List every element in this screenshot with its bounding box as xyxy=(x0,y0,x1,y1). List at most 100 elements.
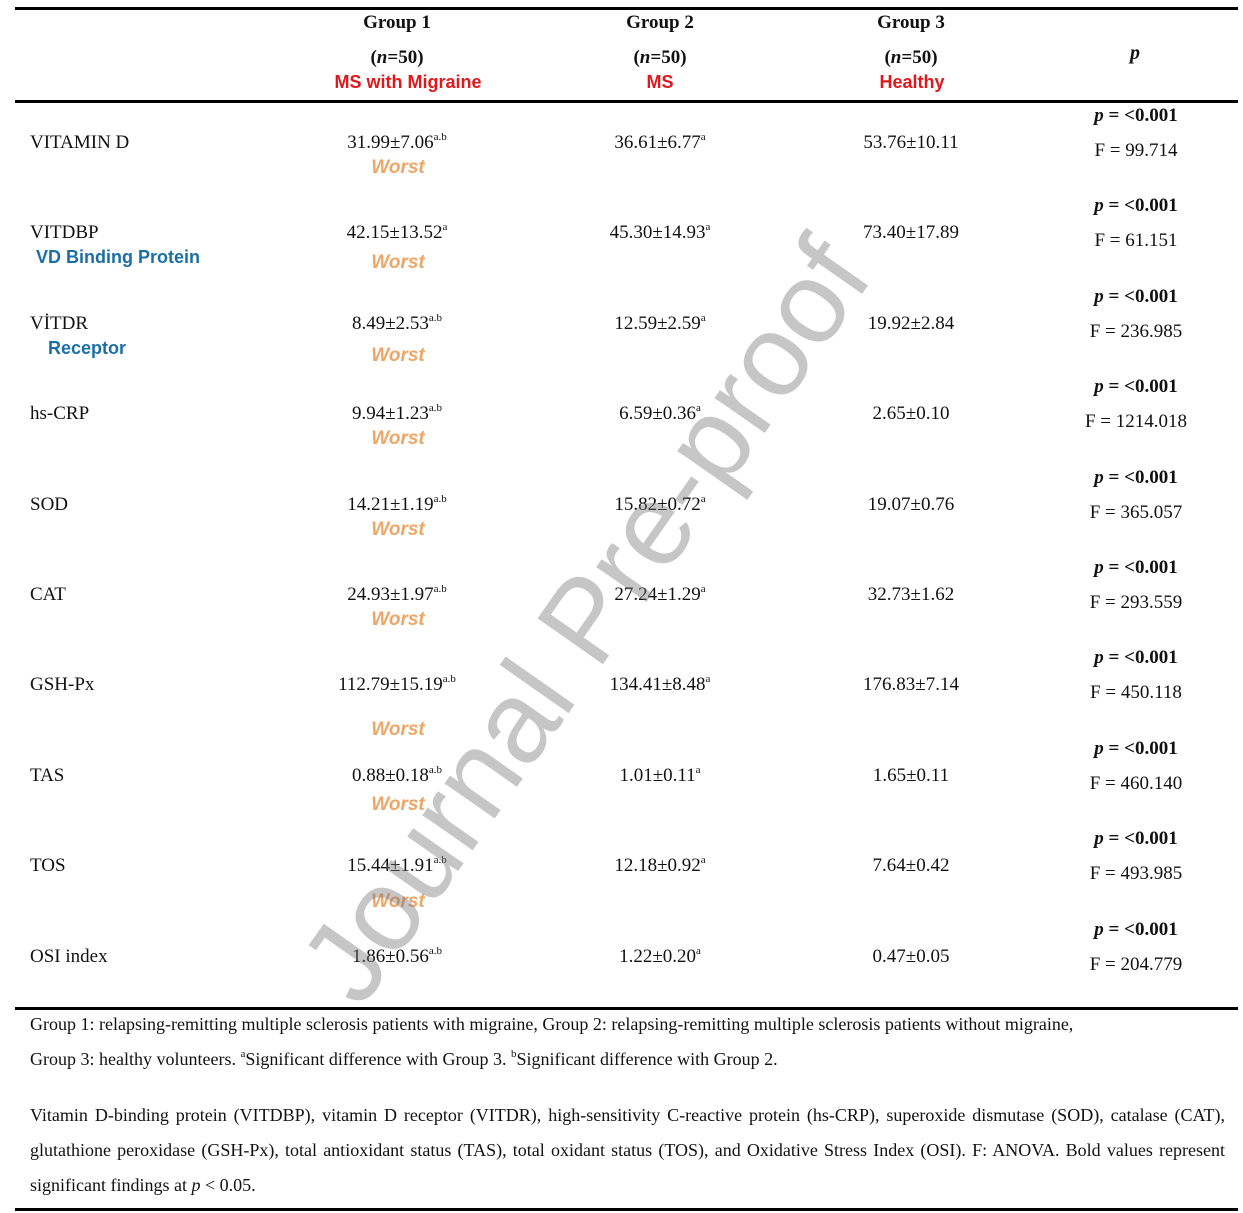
group-2-value: 134.41±8.48a xyxy=(540,674,780,696)
group-3-value: 0.47±0.05 xyxy=(872,945,950,967)
group-1-name: Group 1 xyxy=(363,12,431,33)
group-1-value: 42.15±13.52a xyxy=(277,222,517,244)
worst-label: Worst xyxy=(371,609,425,630)
group-3-desc: Healthy xyxy=(879,72,945,92)
value-text: 42.15±13.52 xyxy=(346,222,443,244)
p-value: p = <0.001 xyxy=(1094,195,1178,217)
p-value: p = <0.001 xyxy=(1094,105,1178,126)
p-value: p = <0.001 xyxy=(1094,828,1178,850)
f-value: F = 450.118 xyxy=(1090,682,1182,704)
group-1-value: 14.21±1.19a.b xyxy=(277,492,517,516)
value-text: 27.24±1.29 xyxy=(614,584,701,605)
row-label: GSH-Px xyxy=(30,674,95,696)
footnote-sig-group3: Significant difference with Group 3. xyxy=(245,1049,511,1069)
group-2-value: 1.22±0.20a xyxy=(540,944,780,968)
worst-label: Worst xyxy=(371,793,425,815)
footnote-bottom-rule xyxy=(15,1208,1238,1211)
value-superscript: a xyxy=(700,131,706,143)
group-2-value: 27.24±1.29a xyxy=(540,584,780,606)
group-2-n: (n=50) xyxy=(633,47,687,68)
group-1-value: 31.99±7.06a.b xyxy=(277,132,517,154)
value-text: 31.99±7.06 xyxy=(347,132,434,153)
footnote-sup-a: a xyxy=(240,1048,246,1060)
footnote-sig-group2: Significant difference with Group 2. xyxy=(516,1049,778,1069)
group-3-value: 19.92±2.84 xyxy=(867,312,955,334)
worst-label: Worst xyxy=(371,157,425,178)
value-text: 134.41±8.48 xyxy=(609,674,706,696)
p-value: p = <0.001 xyxy=(1094,918,1178,940)
group-1-value: 1.86±0.56a.b xyxy=(277,945,517,968)
value-text: 36.61±6.77 xyxy=(614,132,701,153)
group-3-name: Group 3 xyxy=(877,12,945,33)
value-superscript: a.b xyxy=(442,673,456,686)
group-3-value: 1.65±0.11 xyxy=(872,764,950,786)
value-superscript: a xyxy=(442,221,448,234)
p-value: p = <0.001 xyxy=(1094,647,1178,669)
value-superscript: a xyxy=(705,221,711,234)
value-text: 1.22±0.20 xyxy=(619,945,697,967)
p-column-header: p xyxy=(1130,42,1140,64)
value-superscript: a.b xyxy=(428,311,443,324)
value-text: 15.44±1.91 xyxy=(347,855,434,877)
group-3-value: 73.40±17.89 xyxy=(863,222,959,244)
p-value: p = <0.001 xyxy=(1094,737,1178,759)
worst-label: Worst xyxy=(371,518,425,540)
value-superscript: a xyxy=(696,402,701,415)
f-value: F = 293.559 xyxy=(1089,592,1183,613)
row-sublabel: Receptor xyxy=(48,337,127,358)
table-bottom-rule xyxy=(15,1007,1238,1010)
group-2-value: 15.82±0.72a xyxy=(540,492,780,516)
f-value: F = 365.057 xyxy=(1089,501,1183,523)
value-superscript: a.b xyxy=(433,131,447,143)
row-label: TAS xyxy=(30,764,65,786)
footnote-line-1: Group 1: relapsing-remitting multiple sc… xyxy=(30,1014,1074,1034)
value-superscript: a.b xyxy=(433,854,447,867)
p-value: p = <0.001 xyxy=(1094,466,1178,488)
value-superscript: a.b xyxy=(433,492,447,505)
value-text: 112.79±15.19 xyxy=(338,674,443,696)
row-label: VITAMIN D xyxy=(30,132,130,153)
value-superscript: a xyxy=(700,583,706,595)
group-2-value: 6.59±0.36a xyxy=(540,403,780,425)
value-text: 24.93±1.97 xyxy=(347,584,434,605)
value-text: 45.30±14.93 xyxy=(609,222,706,244)
f-value: F = 236.985 xyxy=(1089,320,1183,342)
group-2-value: 12.18±0.92a xyxy=(540,855,780,877)
f-value: F = 1214.018 xyxy=(1084,411,1188,433)
value-superscript: a xyxy=(700,854,706,867)
group-1-value: 112.79±15.19a.b xyxy=(277,674,517,696)
group-2-value: 36.61±6.77a xyxy=(540,132,780,154)
worst-label: Worst xyxy=(371,719,425,741)
group-3-value: 176.83±7.14 xyxy=(863,674,959,696)
value-superscript: a xyxy=(696,944,701,957)
worst-label: Worst xyxy=(371,891,425,913)
f-value: F = 204.779 xyxy=(1089,953,1183,975)
f-value: F = 61.151 xyxy=(1094,230,1178,252)
p-value: p = <0.001 xyxy=(1094,557,1178,578)
value-superscript: a xyxy=(695,763,701,776)
value-superscript: a xyxy=(700,311,706,324)
value-text: 9.94±1.23 xyxy=(351,403,429,425)
value-superscript: a.b xyxy=(428,763,443,776)
worst-label: Worst xyxy=(371,252,425,274)
row-label: hs-CRP xyxy=(30,403,90,425)
group-3-value: 2.65±0.10 xyxy=(872,403,950,425)
value-superscript: a xyxy=(700,492,706,505)
value-superscript: a.b xyxy=(433,583,447,595)
group-1-value: 24.93±1.97a.b xyxy=(277,584,517,606)
p-value: p = <0.001 xyxy=(1094,285,1178,307)
value-text: 12.18±0.92 xyxy=(614,855,701,877)
footnote-line-2: Group 3: healthy volunteers. aSignifican… xyxy=(30,1042,1225,1077)
row-label: CAT xyxy=(30,584,66,605)
group-1-value: 0.88±0.18a.b xyxy=(277,763,517,787)
f-value: F = 460.140 xyxy=(1089,772,1183,794)
group-2-name: Group 2 xyxy=(626,12,694,33)
row-label: TOS xyxy=(30,855,66,877)
group-2-value: 1.01±0.11a xyxy=(540,763,780,787)
table-header-rule xyxy=(15,100,1238,103)
group-3-value: 19.07±0.76 xyxy=(867,493,955,515)
group-1-desc: MS with Migraine xyxy=(334,72,482,92)
footnote-line-2-prefix: Group 3: healthy volunteers. xyxy=(30,1049,241,1069)
value-text: 6.59±0.36 xyxy=(619,403,697,425)
row-label: SOD xyxy=(30,493,69,515)
